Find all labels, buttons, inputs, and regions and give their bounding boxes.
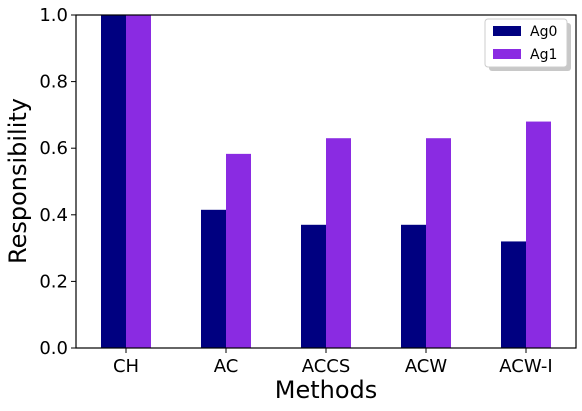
y-tick-label: 0.6 (39, 138, 68, 159)
bar-ag1-ac (226, 153, 251, 348)
legend-label-ag1: Ag1 (530, 47, 557, 63)
bar-ag0-acw (401, 224, 426, 348)
y-axis-title: Responsibility (4, 98, 32, 264)
bar-ag0-acw-i (501, 241, 526, 348)
y-tick-label: 0.8 (39, 72, 68, 93)
x-tick-label-acw-i: ACW-I (499, 356, 552, 377)
bars-group (101, 15, 551, 348)
x-tick-label-acw: ACW (405, 356, 448, 377)
x-axis-title: Methods (275, 376, 378, 404)
bar-ag1-accs (326, 138, 351, 348)
bar-ag0-ch (101, 15, 126, 348)
legend-label-ag0: Ag0 (530, 24, 557, 40)
legend: Ag0 Ag1 (484, 18, 571, 71)
legend-swatch-ag1 (493, 49, 521, 59)
bar-ag0-ac (201, 209, 226, 348)
y-tick-label: 1.0 (39, 5, 68, 26)
plot-frame (75, 14, 577, 349)
x-tick-label-ac: AC (214, 356, 239, 377)
bar-ag1-acw (426, 138, 451, 348)
y-axis-ticks: 0.0 0.2 0.4 0.6 0.8 1.0 (39, 5, 76, 359)
x-tick-label-accs: ACCS (302, 356, 351, 377)
y-tick-label: 0.0 (39, 338, 68, 359)
x-axis-ticks: CH AC ACCS ACW ACW-I (113, 348, 553, 377)
bar-ag1-acw-i (526, 121, 551, 348)
bar-ag1-ch (126, 15, 151, 348)
x-tick-label-ch: CH (113, 356, 139, 377)
y-tick-label: 0.4 (39, 205, 68, 226)
y-tick-label: 0.2 (39, 271, 68, 292)
legend-swatch-ag0 (493, 26, 521, 36)
bar-ag0-accs (301, 224, 326, 348)
